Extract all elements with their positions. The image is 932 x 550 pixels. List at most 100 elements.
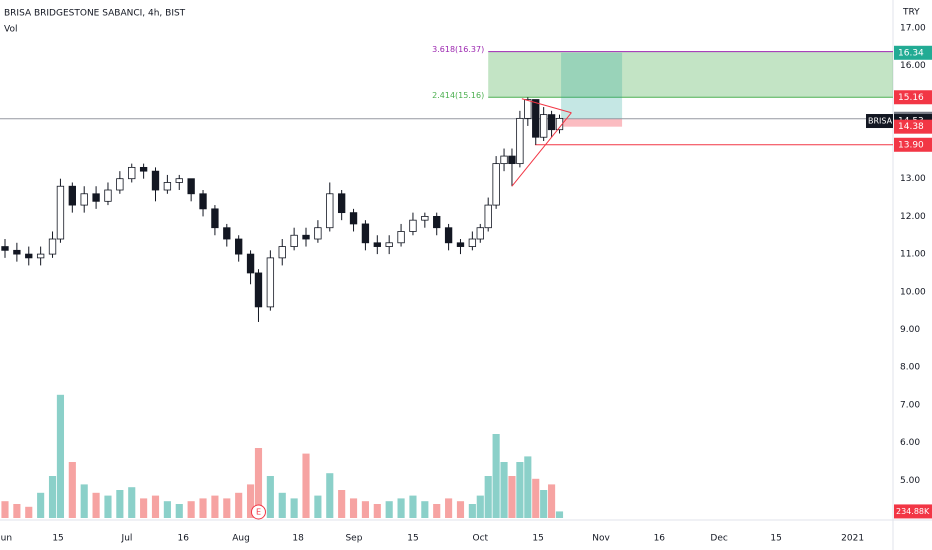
candle-body bbox=[278, 246, 286, 259]
volume-bar bbox=[524, 456, 532, 518]
y-tick-label: 7.00 bbox=[900, 400, 920, 410]
candle-body bbox=[385, 242, 393, 247]
candle-body bbox=[337, 193, 346, 214]
volume-bar bbox=[492, 434, 500, 518]
candle-body bbox=[104, 189, 112, 202]
volume-bar bbox=[373, 504, 381, 518]
volume-bar bbox=[199, 498, 207, 518]
candle-body bbox=[116, 178, 124, 191]
volume-bar bbox=[56, 394, 65, 518]
candle-body bbox=[326, 193, 334, 229]
volume-bar bbox=[80, 484, 88, 518]
volume-bar bbox=[1, 501, 9, 518]
candle-body bbox=[48, 238, 57, 255]
indicator-label: Vol bbox=[4, 25, 17, 35]
y-tick-label: 9.00 bbox=[900, 325, 920, 335]
candle-body bbox=[409, 219, 417, 232]
y-tick-label: 10.00 bbox=[900, 287, 926, 297]
symbol-tag-label: BRISA bbox=[868, 117, 893, 126]
fib-label: 3.618(16.37) bbox=[432, 45, 484, 54]
x-tick-label: Jun bbox=[0, 534, 12, 544]
volume-bar bbox=[151, 495, 160, 518]
volume-bar bbox=[92, 492, 100, 518]
volume-bar bbox=[385, 501, 393, 518]
volume-bar bbox=[140, 498, 148, 518]
candle-body bbox=[456, 242, 465, 247]
candle-body bbox=[500, 155, 508, 165]
price-tag bbox=[894, 119, 932, 134]
candle-body bbox=[163, 182, 172, 191]
candle-body bbox=[524, 99, 532, 119]
volume-bar bbox=[104, 495, 112, 518]
candle-body bbox=[56, 185, 65, 240]
candle-body bbox=[92, 193, 100, 202]
candle-body bbox=[266, 257, 275, 308]
candle-body bbox=[444, 227, 453, 244]
x-tick-label: 18 bbox=[292, 534, 304, 544]
candle-body bbox=[1, 246, 9, 251]
volume-bar bbox=[476, 495, 484, 518]
price-tag-label: 14.38 bbox=[898, 122, 924, 132]
earnings-marker bbox=[250, 504, 266, 520]
volume-bar bbox=[266, 476, 274, 518]
volume-bar bbox=[278, 492, 286, 518]
volume-bar bbox=[456, 501, 465, 518]
volume-bar bbox=[68, 462, 76, 518]
volume-bar bbox=[37, 492, 45, 518]
volume-bar bbox=[349, 498, 358, 518]
volume-bar bbox=[508, 476, 516, 518]
candle-body bbox=[373, 242, 381, 247]
candle-body bbox=[349, 212, 358, 225]
volume-bar bbox=[555, 511, 564, 518]
x-tick-label: Oct bbox=[473, 534, 489, 544]
candle-body bbox=[290, 234, 298, 247]
x-tick-label: 15 bbox=[770, 534, 781, 544]
trend-line bbox=[511, 112, 572, 187]
candle-body bbox=[68, 185, 76, 206]
volume-bar bbox=[397, 498, 405, 518]
volume-bar bbox=[548, 484, 556, 518]
price-tag bbox=[894, 90, 932, 105]
candle-body bbox=[361, 223, 370, 244]
candle-body bbox=[302, 234, 310, 240]
candle-body bbox=[187, 178, 195, 195]
x-tick-label: Jul bbox=[121, 534, 133, 544]
price-tag-label: 13.90 bbox=[898, 140, 924, 150]
volume-bar bbox=[532, 478, 540, 518]
position-target bbox=[561, 52, 623, 119]
candle-body bbox=[25, 253, 33, 259]
x-tick-label: 15 bbox=[532, 534, 543, 544]
position-stop bbox=[561, 118, 623, 127]
candle-body bbox=[476, 227, 484, 240]
volume-bar bbox=[128, 487, 136, 518]
volume-bar bbox=[254, 448, 263, 518]
x-tick-label: 2021 bbox=[841, 534, 864, 544]
y-tick-label: 6.00 bbox=[900, 438, 920, 448]
fib-label: 2.414(15.16) bbox=[432, 91, 484, 100]
volume-bar bbox=[246, 484, 255, 518]
volume-bar bbox=[25, 506, 33, 518]
candle-body bbox=[175, 178, 183, 183]
candle-body bbox=[36, 253, 45, 259]
volume-bar bbox=[48, 476, 57, 518]
candle-body bbox=[508, 155, 516, 165]
candle-body bbox=[532, 99, 540, 138]
volume-bar bbox=[235, 492, 243, 518]
volume-bar bbox=[326, 473, 334, 518]
candle-body bbox=[235, 238, 243, 255]
volume-bar bbox=[445, 498, 453, 518]
volume-bar bbox=[361, 501, 369, 518]
trend-line bbox=[521, 98, 572, 114]
candle-body bbox=[314, 227, 322, 240]
fib-zone bbox=[488, 51, 893, 98]
volume-bar bbox=[302, 453, 310, 518]
price-tag-label: 15.16 bbox=[898, 93, 924, 103]
volume-bar bbox=[187, 501, 195, 518]
candle-body bbox=[492, 163, 500, 206]
candle-body bbox=[254, 272, 263, 308]
candle-body bbox=[13, 249, 21, 255]
volume-bar bbox=[116, 490, 124, 518]
volume-bar bbox=[484, 476, 492, 518]
